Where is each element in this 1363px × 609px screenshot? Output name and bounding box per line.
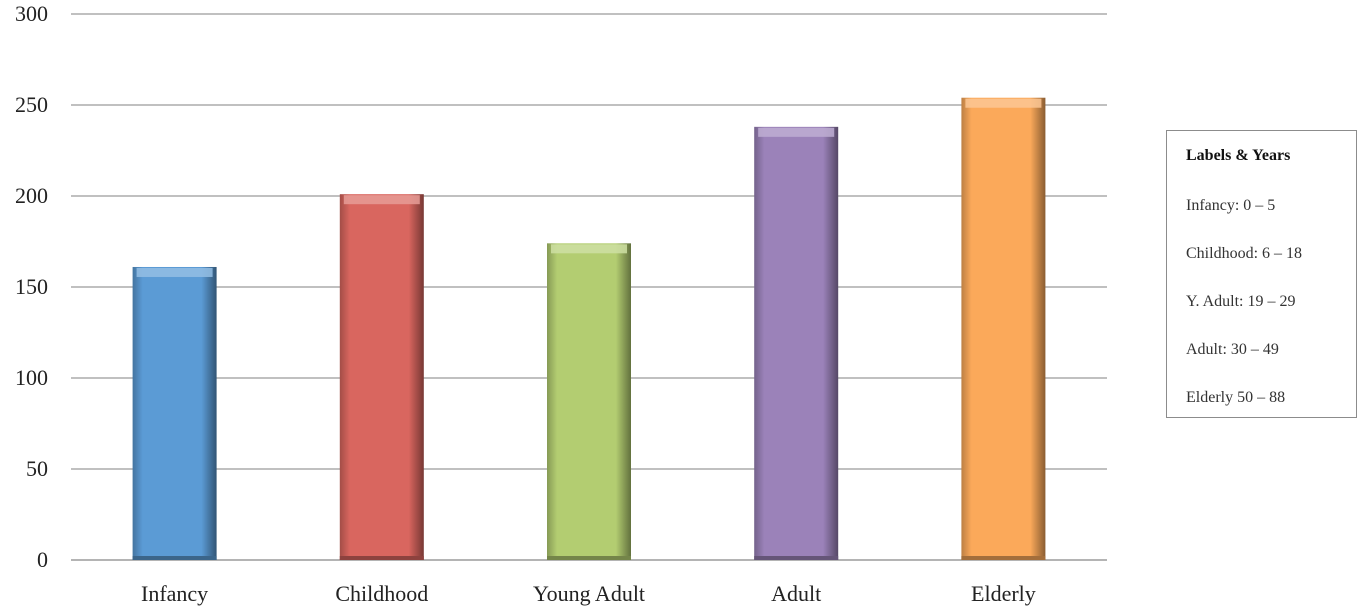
legend-item-adult: Adult: 30 – 49 <box>1186 341 1279 358</box>
bar-infancy <box>132 266 217 560</box>
x-category-label-adult: Adult <box>771 581 821 606</box>
legend-item-young-adult: Y. Adult: 19 – 29 <box>1186 293 1296 310</box>
x-category-label-childhood: Childhood <box>335 581 428 606</box>
bars <box>132 97 1046 560</box>
x-axis-categories: Infancy Childhood Young Adult Adult Elderly <box>141 581 1036 606</box>
y-tick-label: 50 <box>26 456 48 481</box>
legend: Labels & Years Infancy: 0 – 5 Childhood:… <box>1166 130 1357 418</box>
bar-base-elderly <box>961 556 1046 560</box>
y-tick-label: 250 <box>15 92 48 117</box>
y-tick-label: 300 <box>15 1 48 26</box>
legend-item-childhood: Childhood: 6 – 18 <box>1186 245 1303 262</box>
bar-elderly <box>961 97 1046 560</box>
bar-base-infancy <box>132 556 217 560</box>
bar-childhood <box>339 194 424 560</box>
y-tick-label: 150 <box>15 274 48 299</box>
bar-highlight-infancy <box>136 267 213 277</box>
bar-highlight-elderly <box>965 98 1042 108</box>
bar-base-young-adult <box>547 556 631 560</box>
y-tick-label: 0 <box>37 547 48 572</box>
legend-title: Labels & Years <box>1186 147 1291 164</box>
bar-adult <box>754 126 839 560</box>
bar-highlight-young-adult <box>551 244 627 254</box>
bar-highlight-adult <box>758 127 835 137</box>
y-tick-label: 200 <box>15 183 48 208</box>
bar-base-childhood <box>339 556 424 560</box>
x-category-label-young-adult: Young Adult <box>533 581 645 606</box>
bar-young-adult <box>547 243 631 560</box>
legend-item-elderly: Elderly 50 – 88 <box>1186 389 1286 406</box>
x-category-label-infancy: Infancy <box>141 581 208 606</box>
bar-base-adult <box>754 556 839 560</box>
y-axis-ticks: 0 50 100 150 200 250 300 <box>15 1 48 572</box>
x-category-label-elderly: Elderly <box>971 581 1036 606</box>
y-tick-label: 100 <box>15 365 48 390</box>
legend-item-infancy: Infancy: 0 – 5 <box>1186 197 1276 214</box>
bar-highlight-childhood <box>343 195 420 205</box>
